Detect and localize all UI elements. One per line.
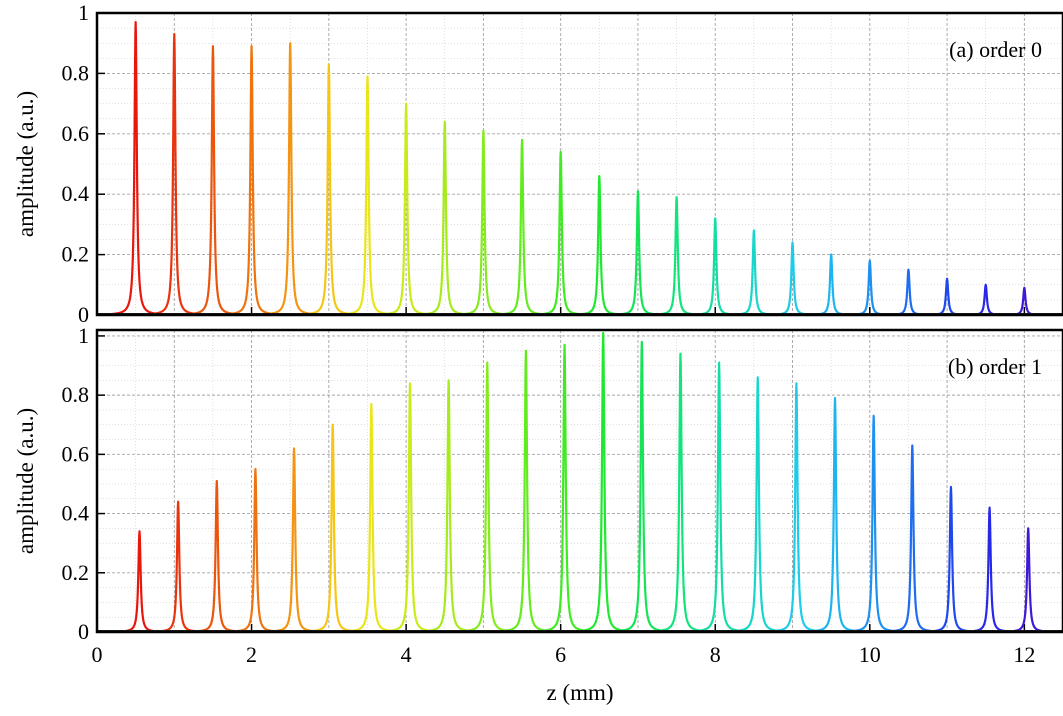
- grid-b: [96, 330, 1063, 632]
- y-tick-label: 0.4: [62, 501, 90, 526]
- peak-series-line: [100, 530, 179, 633]
- plot-frame-b: [95, 328, 1063, 634]
- peak-series-line: [791, 253, 871, 317]
- peak-series-line: [486, 349, 566, 633]
- peak-series-line: [718, 376, 798, 633]
- y-tick-label: 0.2: [62, 242, 90, 267]
- x-ticks-b: 0 2 4 6 8 10 12: [92, 642, 1036, 667]
- annotation-b: (b) order 1: [948, 354, 1042, 379]
- x-tick-label: 10: [859, 642, 881, 667]
- y-tick-label: 0.6: [62, 441, 90, 466]
- y-ticks-b: 0 0.2 0.4 0.6 0.8 1: [62, 323, 105, 644]
- peak-series-line: [795, 397, 875, 633]
- peak-series-line: [830, 259, 910, 317]
- peak-series-line: [950, 506, 1030, 633]
- peak-series-line: [443, 129, 523, 316]
- y-tick-label: 1: [78, 323, 89, 348]
- x-tick-label: 0: [92, 642, 103, 667]
- peak-series-line: [331, 402, 411, 633]
- peak-series-line: [215, 468, 295, 633]
- peaks-b: [97, 331, 1063, 633]
- plot-frame-a: [95, 11, 1063, 317]
- peaks-a: [96, 20, 1063, 317]
- annotation-a: (a) order 0: [949, 37, 1042, 62]
- peak-series-line: [254, 447, 334, 633]
- peak-series-line: [559, 174, 639, 316]
- x-tick-label: 6: [555, 642, 566, 667]
- y-tick-label: 0.4: [62, 181, 90, 206]
- y-tick-label: 1: [78, 0, 89, 25]
- y-tick-label: 0: [78, 302, 89, 327]
- peak-series-line: [714, 229, 794, 316]
- peak-series-line: [328, 75, 407, 316]
- peak-series-line: [177, 479, 257, 633]
- y-tick-label: 0.6: [62, 121, 90, 146]
- peak-series-line: [447, 361, 527, 633]
- peak-series-line: [409, 379, 489, 633]
- panel-a: 0 0.2 0.4 0.6 0.8 1 (a) order 0 amplitude (a.…: [13, 0, 1063, 327]
- y-tick-label: 0: [78, 619, 89, 644]
- x-tick-label: 4: [401, 642, 412, 667]
- peak-series-line: [370, 382, 450, 633]
- x-tick-label: 12: [1013, 642, 1035, 667]
- x-axis-label: z (mm): [546, 680, 613, 705]
- peak-series-line: [525, 343, 604, 633]
- peak-series-line: [96, 20, 176, 316]
- y-tick-label: 0.2: [62, 560, 90, 585]
- peak-series-line: [872, 444, 952, 633]
- peak-series-line: [482, 138, 562, 316]
- peak-series-line: [138, 500, 218, 633]
- y-tick-label: 0.8: [62, 60, 90, 85]
- peak-series-line: [756, 382, 836, 633]
- peak-series-line: [834, 414, 914, 633]
- peak-series-line: [911, 485, 991, 633]
- peak-series-line: [293, 423, 373, 633]
- y-axis-label-a: amplitude (a.u.): [13, 91, 38, 237]
- peak-series-line: [602, 340, 682, 633]
- peak-series-line: [988, 527, 1063, 633]
- peak-series-line: [563, 331, 643, 633]
- peak-series-line: [405, 120, 485, 316]
- x-tick-label: 8: [710, 642, 721, 667]
- panel-b: 0 0.2 0.4 0.6 0.8 1 0 2 4 6 8 10 12 (b) order 1 amp…: [13, 323, 1063, 705]
- grid-a: [96, 13, 1063, 315]
- y-ticks-a: 0 0.2 0.4 0.6 0.8 1: [62, 0, 105, 327]
- x-tick-label: 2: [246, 642, 257, 667]
- y-axis-label-b: amplitude (a.u.): [13, 408, 38, 554]
- y-tick-label: 0.8: [62, 382, 90, 407]
- peak-series-line: [679, 361, 759, 633]
